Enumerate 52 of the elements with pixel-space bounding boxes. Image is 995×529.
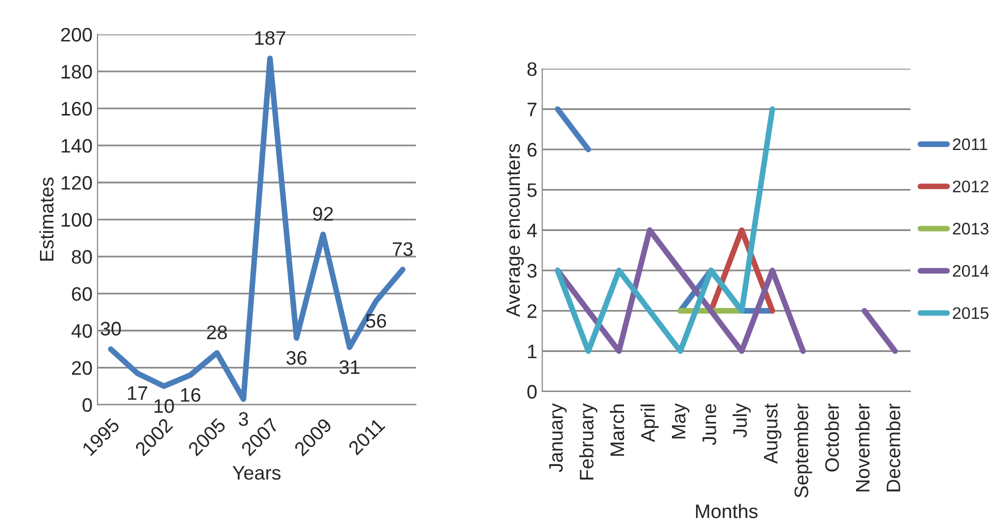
x-tick-label: May [672, 403, 690, 438]
y-tick-label: 160 [62, 102, 92, 116]
legend-label: 2011 [952, 138, 988, 150]
y-tick-label: 80 [72, 250, 92, 264]
data-label: 17 [128, 386, 148, 400]
x-tick-label: October [824, 404, 839, 472]
x-axis-title: Months [696, 504, 758, 518]
data-label: 73 [392, 242, 413, 256]
y-tick-label: 120 [62, 176, 92, 190]
data-label: 16 [181, 388, 200, 402]
x-tick-label: August [764, 403, 782, 464]
data-label: 36 [286, 351, 306, 365]
y-tick-label: 20 [72, 361, 92, 375]
legend-label: 2015 [952, 307, 988, 319]
legend-label: 2012 [952, 180, 988, 192]
y-tick-label: 2 [528, 304, 536, 318]
y-tick-label: 3 [527, 264, 537, 278]
x-tick-label: November [855, 404, 870, 492]
x-axis-title: Years [232, 466, 281, 480]
y-axis-title: Estimates [39, 178, 54, 261]
y-tick-label: 4 [527, 224, 537, 238]
y-tick-label: 8 [527, 62, 537, 76]
y-tick-label: 180 [62, 64, 92, 79]
x-tick-label: February [579, 403, 598, 480]
data-label: 187 [255, 31, 286, 45]
y-tick-label: 6 [528, 142, 537, 157]
data-label: 30 [100, 322, 121, 336]
data-label: 10 [154, 399, 174, 413]
x-tick-label: March [610, 404, 624, 456]
y-axis-title: Average encounters [506, 144, 524, 317]
y-tick-label: 7 [528, 102, 536, 116]
y-tick-label: 40 [71, 324, 92, 338]
data-label: 31 [340, 360, 360, 374]
data-label: 28 [207, 326, 227, 340]
x-tick-label: April [640, 404, 659, 442]
legend-label: 2013 [952, 222, 988, 235]
y-tick-label: 60 [72, 287, 92, 301]
x-tick-label: July [732, 403, 751, 438]
x-tick-label: June [702, 404, 716, 446]
x-tick-label: December [886, 404, 900, 492]
y-tick-label: 0 [82, 398, 92, 412]
x-tick-label: September [794, 404, 812, 498]
data-label: 56 [366, 314, 386, 328]
y-tick-label: 200 [61, 28, 92, 42]
y-tick-label: 0 [527, 384, 537, 399]
data-label: 92 [313, 207, 333, 221]
y-tick-label: 5 [527, 183, 537, 198]
x-tick-label: January [549, 403, 567, 472]
legend-label: 2014 [952, 264, 989, 277]
y-tick-label: 140 [62, 138, 92, 153]
y-tick-label: 100 [62, 213, 92, 227]
y-tick-label: 1 [528, 344, 536, 358]
